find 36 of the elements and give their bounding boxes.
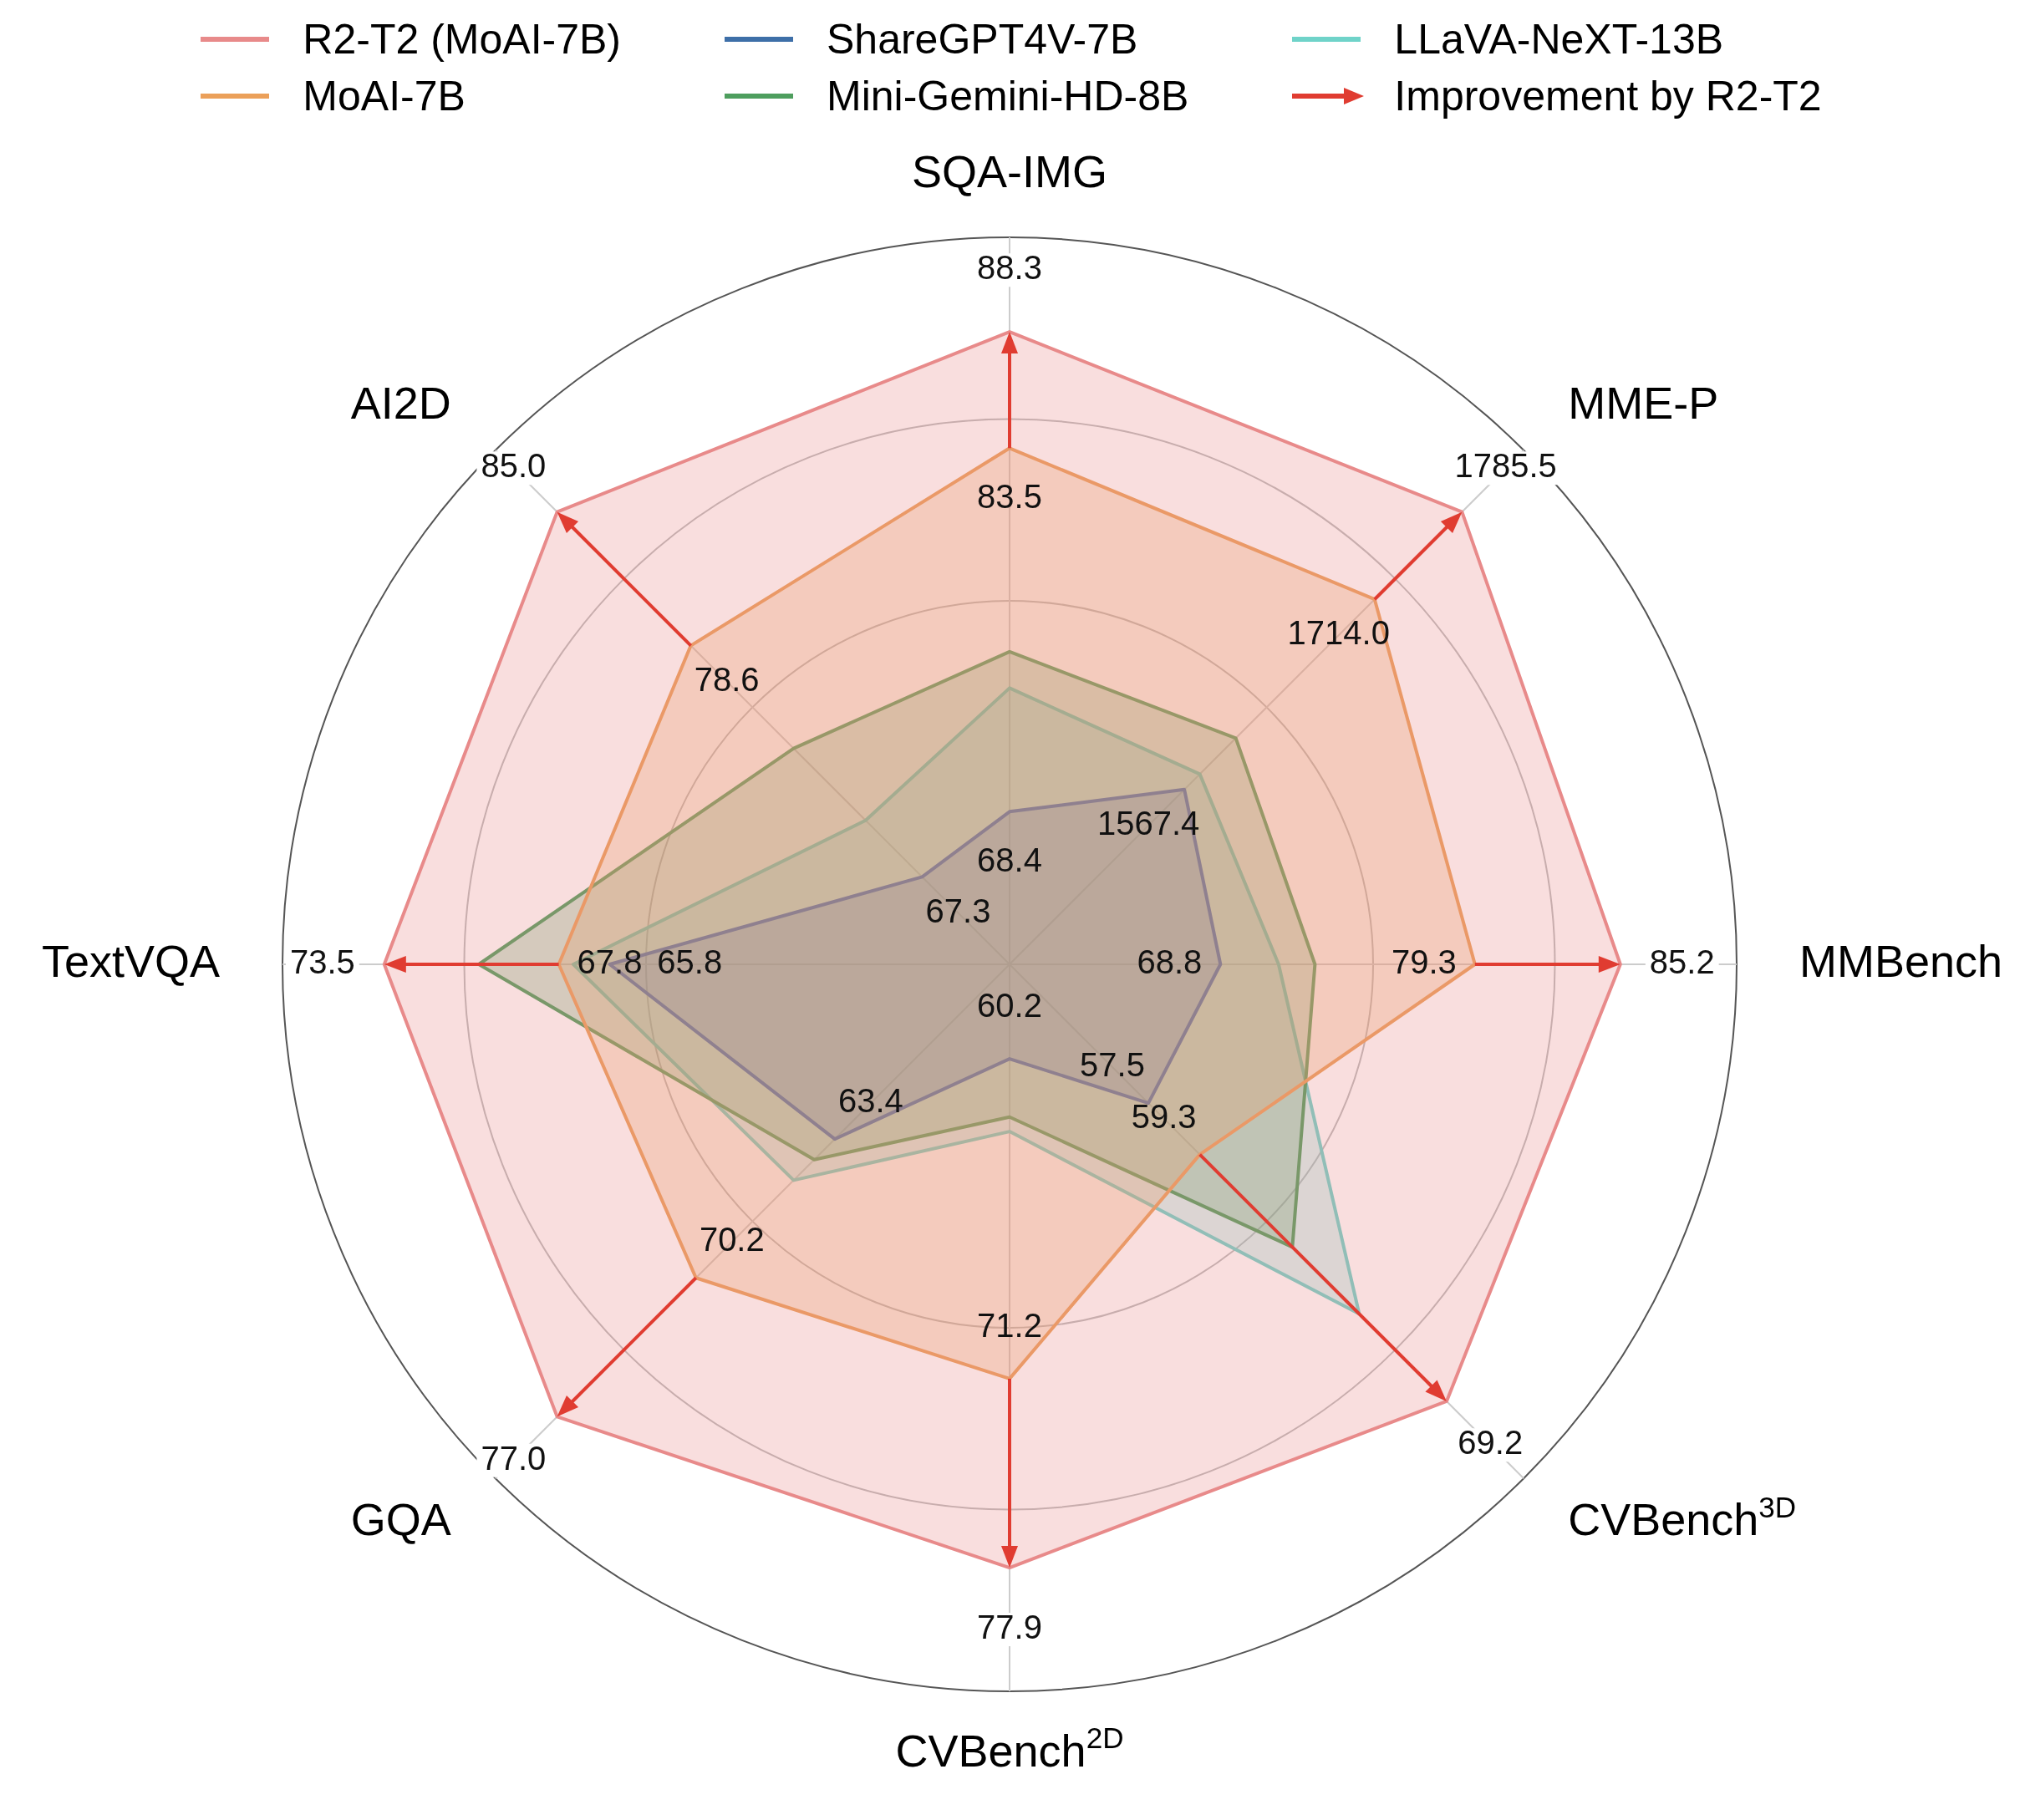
text: 73.5 bbox=[289, 943, 355, 981]
text: 68.8 bbox=[1137, 943, 1203, 981]
spoke-label: TextVQA bbox=[41, 935, 220, 986]
text: 63.4 bbox=[837, 1082, 903, 1120]
text: 67.8 bbox=[577, 943, 643, 981]
text: 77.0 bbox=[481, 1439, 547, 1477]
legend-label: LLaVA-NeXT-13B bbox=[1394, 15, 1724, 64]
legend-label: R2-T2 (MoAI-7B) bbox=[303, 15, 621, 64]
text: 1567.4 bbox=[1096, 804, 1200, 841]
legend-label: MoAI-7B bbox=[303, 72, 466, 120]
text: 71.2 bbox=[977, 1307, 1042, 1345]
text: 69.2 bbox=[1458, 1424, 1524, 1462]
text: 1714.0 bbox=[1287, 614, 1390, 652]
text: 78.6 bbox=[694, 660, 760, 698]
legend-label: Improvement by R2-T2 bbox=[1394, 72, 1822, 120]
spoke-label: GQA bbox=[350, 1494, 451, 1545]
text: 59.3 bbox=[1131, 1097, 1197, 1135]
text: 57.5 bbox=[1080, 1046, 1145, 1084]
legend-label: Mini-Gemini-HD-8B bbox=[826, 72, 1189, 120]
text: 68.4 bbox=[977, 841, 1042, 879]
spoke-label: MME-P bbox=[1568, 377, 1719, 428]
text: 88.3 bbox=[977, 249, 1042, 287]
text: 85.0 bbox=[481, 447, 547, 485]
text: 77.9 bbox=[977, 1609, 1042, 1646]
text: 79.3 bbox=[1391, 943, 1457, 981]
text: 60.2 bbox=[977, 987, 1042, 1024]
text: 67.3 bbox=[925, 892, 991, 929]
spoke-label: SQA-IMG bbox=[912, 145, 1108, 196]
spoke-label: AI2D bbox=[350, 377, 451, 428]
text: 1785.5 bbox=[1454, 447, 1557, 485]
text: 70.2 bbox=[699, 1221, 765, 1258]
text: 83.5 bbox=[977, 478, 1042, 516]
legend-label: ShareGPT4V-7B bbox=[826, 15, 1138, 64]
text: 65.8 bbox=[657, 943, 723, 981]
text: 85.2 bbox=[1649, 943, 1715, 981]
spoke-label: MMBench bbox=[1799, 935, 2003, 986]
